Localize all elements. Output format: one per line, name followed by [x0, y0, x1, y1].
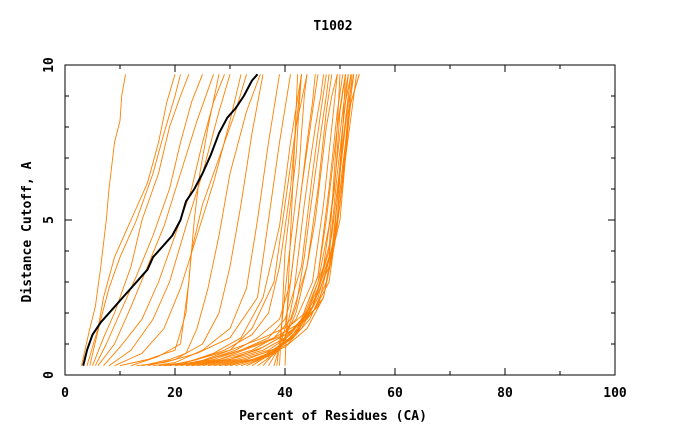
model-series-line-11 — [141, 74, 261, 367]
model-series-line-37 — [276, 74, 308, 366]
model-series-line-34 — [262, 74, 330, 366]
model-series-line-0 — [81, 74, 126, 366]
model-series-line-10 — [130, 74, 220, 367]
tick-layer: 0 20 40 60 80 100 0 5 10 — [42, 57, 627, 401]
model-series-line-1 — [86, 74, 176, 366]
y-axis-label: Distance Cutoff, A — [20, 161, 35, 302]
model-series-line-13 — [152, 74, 280, 367]
highlight-series-line — [82, 73, 259, 366]
model-series-line-5 — [97, 74, 214, 366]
model-series-line-39 — [284, 74, 299, 366]
y-tick-label: 0 — [42, 371, 57, 379]
model-series-line-14 — [136, 74, 291, 367]
model-series-line-23 — [202, 74, 346, 367]
x-tick-label: 0 — [61, 386, 69, 401]
x-tick-label: 80 — [497, 386, 513, 401]
model-series-line-6 — [103, 74, 225, 366]
x-tick-label: 100 — [603, 386, 627, 401]
highlight-layer — [82, 73, 259, 366]
y-tick-label: 5 — [42, 216, 57, 224]
model-series-line-18 — [174, 74, 319, 367]
model-series-line-38 — [279, 74, 302, 366]
model-series-line-21 — [191, 74, 338, 367]
x-tick-label: 20 — [167, 386, 183, 401]
model-series-line-40 — [169, 74, 341, 367]
model-series-line-36 — [273, 74, 316, 366]
model-series-line-2 — [89, 74, 181, 366]
model-series-line-19 — [180, 74, 327, 367]
x-tick-label: 40 — [277, 386, 293, 401]
model-series-line-3 — [92, 74, 190, 366]
model-series-line-4 — [94, 74, 203, 366]
y-tick-label: 10 — [42, 57, 57, 73]
model-series-line-32 — [251, 74, 346, 367]
model-series-line-41 — [174, 74, 346, 367]
model-series-line-12 — [147, 74, 264, 367]
model-series-line-8 — [114, 74, 242, 367]
x-axis-label: Percent of Residues (CA) — [239, 409, 427, 424]
series-layer — [81, 74, 360, 367]
chart-title: T1002 — [313, 19, 352, 34]
x-tick-label: 60 — [387, 386, 403, 401]
model-series-line-43 — [191, 74, 360, 367]
model-series-line-35 — [268, 74, 324, 366]
model-series-line-20 — [185, 74, 333, 367]
model-series-line-25 — [213, 74, 355, 367]
model-series-line-7 — [108, 74, 231, 367]
model-series-line-42 — [185, 74, 349, 367]
